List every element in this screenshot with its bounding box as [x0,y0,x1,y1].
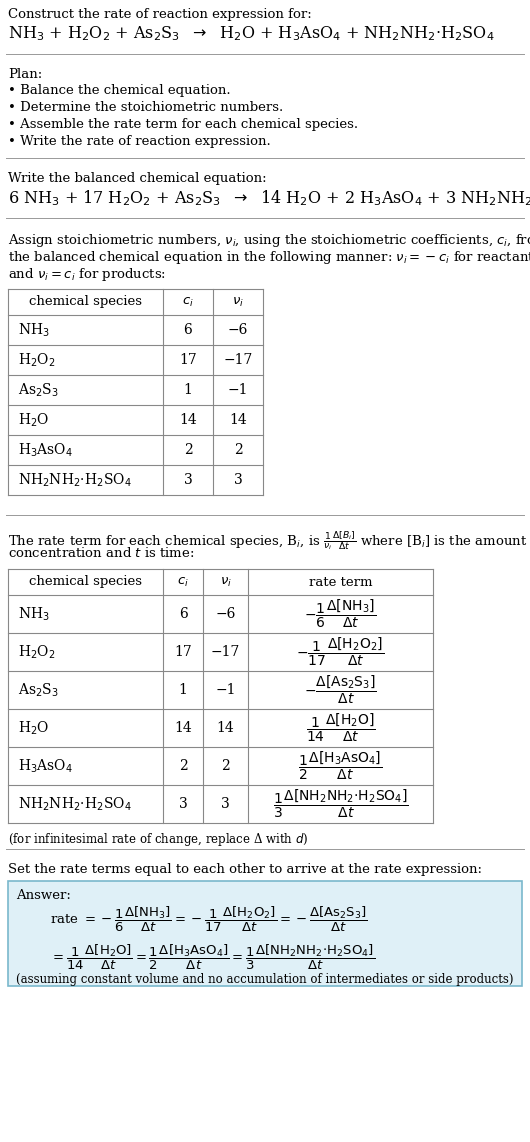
Text: NH$_2$NH$_2$·H$_2$SO$_4$: NH$_2$NH$_2$·H$_2$SO$_4$ [18,472,132,489]
Text: 2: 2 [221,759,230,773]
Text: NH$_2$NH$_2$·H$_2$SO$_4$: NH$_2$NH$_2$·H$_2$SO$_4$ [18,795,132,813]
Text: $\nu_i$: $\nu_i$ [219,576,232,588]
Text: 14: 14 [217,721,234,735]
Text: NH$_3$ + H$_2$O$_2$ + As$_2$S$_3$  $\rightarrow$  H$_2$O + H$_3$AsO$_4$ + NH$_2$: NH$_3$ + H$_2$O$_2$ + As$_2$S$_3$ $\righ… [8,24,494,42]
Text: Assign stoichiometric numbers, $\nu_i$, using the stoichiometric coefficients, $: Assign stoichiometric numbers, $\nu_i$, … [8,232,530,249]
Text: the balanced chemical equation in the following manner: $\nu_i = -c_i$ for react: the balanced chemical equation in the fo… [8,249,530,266]
Text: −17: −17 [223,353,253,367]
Text: H$_3$AsO$_4$: H$_3$AsO$_4$ [18,757,73,774]
Text: 6 NH$_3$ + 17 H$_2$O$_2$ + As$_2$S$_3$  $\rightarrow$  14 H$_2$O + 2 H$_3$AsO$_4: 6 NH$_3$ + 17 H$_2$O$_2$ + As$_2$S$_3$ $… [8,188,530,208]
Text: H$_2$O$_2$: H$_2$O$_2$ [18,352,56,369]
Text: 14: 14 [179,413,197,427]
Text: 14: 14 [229,413,247,427]
Text: $\dfrac{1}{2}\dfrac{\Delta[\mathrm{H_3AsO_4}]}{\Delta t}$: $\dfrac{1}{2}\dfrac{\Delta[\mathrm{H_3As… [298,750,383,782]
Text: 6: 6 [179,608,188,621]
Text: rate term: rate term [309,576,372,588]
Text: H$_2$O$_2$: H$_2$O$_2$ [18,643,56,661]
Text: 17: 17 [179,353,197,367]
Text: concentration and $t$ is time:: concentration and $t$ is time: [8,546,195,560]
Text: NH$_3$: NH$_3$ [18,605,50,622]
Text: 3: 3 [234,473,242,486]
Text: −17: −17 [211,645,240,659]
Text: $-\dfrac{1}{17}\dfrac{\Delta[\mathrm{H_2O_2}]}{\Delta t}$: $-\dfrac{1}{17}\dfrac{\Delta[\mathrm{H_2… [296,636,385,668]
Text: 3: 3 [183,473,192,486]
Text: 14: 14 [174,721,192,735]
Text: H$_2$O: H$_2$O [18,719,49,737]
Text: Construct the rate of reaction expression for:: Construct the rate of reaction expressio… [8,8,312,21]
Text: chemical species: chemical species [29,296,142,308]
Text: Plan:: Plan: [8,69,42,81]
Text: The rate term for each chemical species, B$_i$, is $\frac{1}{\nu_i}\frac{\Delta[: The rate term for each chemical species,… [8,529,527,552]
Text: 3: 3 [221,797,230,811]
Text: $\dfrac{1}{3}\dfrac{\Delta[\mathrm{NH_2NH_2{\cdot}H_2SO_4}]}{\Delta t}$: $\dfrac{1}{3}\dfrac{\Delta[\mathrm{NH_2N… [272,788,409,820]
Text: • Write the rate of reaction expression.: • Write the rate of reaction expression. [8,135,271,148]
Text: $c_i$: $c_i$ [182,296,194,308]
Text: 6: 6 [183,323,192,337]
Text: • Determine the stoichiometric numbers.: • Determine the stoichiometric numbers. [8,100,283,114]
Text: Answer:: Answer: [16,888,71,902]
Text: As$_2$S$_3$: As$_2$S$_3$ [18,682,59,699]
Text: −1: −1 [215,683,236,697]
Text: $\dfrac{1}{14}\dfrac{\Delta[\mathrm{H_2O}]}{\Delta t}$: $\dfrac{1}{14}\dfrac{\Delta[\mathrm{H_2O… [306,711,375,745]
Text: • Balance the chemical equation.: • Balance the chemical equation. [8,85,231,97]
Bar [8,880,522,986]
Text: 2: 2 [183,443,192,457]
Text: and $\nu_i = c_i$ for products:: and $\nu_i = c_i$ for products: [8,266,166,283]
Text: −1: −1 [228,383,248,397]
Text: 1: 1 [179,683,188,697]
Text: As$_2$S$_3$: As$_2$S$_3$ [18,381,59,399]
Text: chemical species: chemical species [29,576,142,588]
Text: $\nu_i$: $\nu_i$ [232,296,244,308]
Text: $= \dfrac{1}{14}\dfrac{\Delta[\mathrm{H_2O}]}{\Delta t} = \dfrac{1}{2}\dfrac{\De: $= \dfrac{1}{14}\dfrac{\Delta[\mathrm{H_… [50,943,375,972]
Text: $-\dfrac{\Delta[\mathrm{As_2S_3}]}{\Delta t}$: $-\dfrac{\Delta[\mathrm{As_2S_3}]}{\Delt… [304,674,377,706]
Text: H$_2$O: H$_2$O [18,411,49,428]
Text: 17: 17 [174,645,192,659]
Text: • Assemble the rate term for each chemical species.: • Assemble the rate term for each chemic… [8,118,358,131]
Text: H$_3$AsO$_4$: H$_3$AsO$_4$ [18,441,73,459]
Text: $-\dfrac{1}{6}\dfrac{\Delta[\mathrm{NH_3}]}{\Delta t}$: $-\dfrac{1}{6}\dfrac{\Delta[\mathrm{NH_3… [304,597,376,630]
Text: 2: 2 [179,759,188,773]
Text: rate $= -\dfrac{1}{6}\dfrac{\Delta[\mathrm{NH_3}]}{\Delta t} = -\dfrac{1}{17}\df: rate $= -\dfrac{1}{6}\dfrac{\Delta[\math… [50,904,368,934]
Text: −6: −6 [228,323,248,337]
Text: Write the balanced chemical equation:: Write the balanced chemical equation: [8,172,267,185]
Text: (assuming constant volume and no accumulation of intermediates or side products): (assuming constant volume and no accumul… [16,973,514,986]
Text: Set the rate terms equal to each other to arrive at the rate expression:: Set the rate terms equal to each other t… [8,863,482,876]
Text: (for infinitesimal rate of change, replace Δ with $d$): (for infinitesimal rate of change, repla… [8,831,308,849]
Text: $c_i$: $c_i$ [177,576,189,588]
Text: NH$_3$: NH$_3$ [18,321,50,339]
Text: 1: 1 [183,383,192,397]
Text: −6: −6 [215,608,236,621]
Text: 2: 2 [234,443,242,457]
Text: 3: 3 [179,797,188,811]
